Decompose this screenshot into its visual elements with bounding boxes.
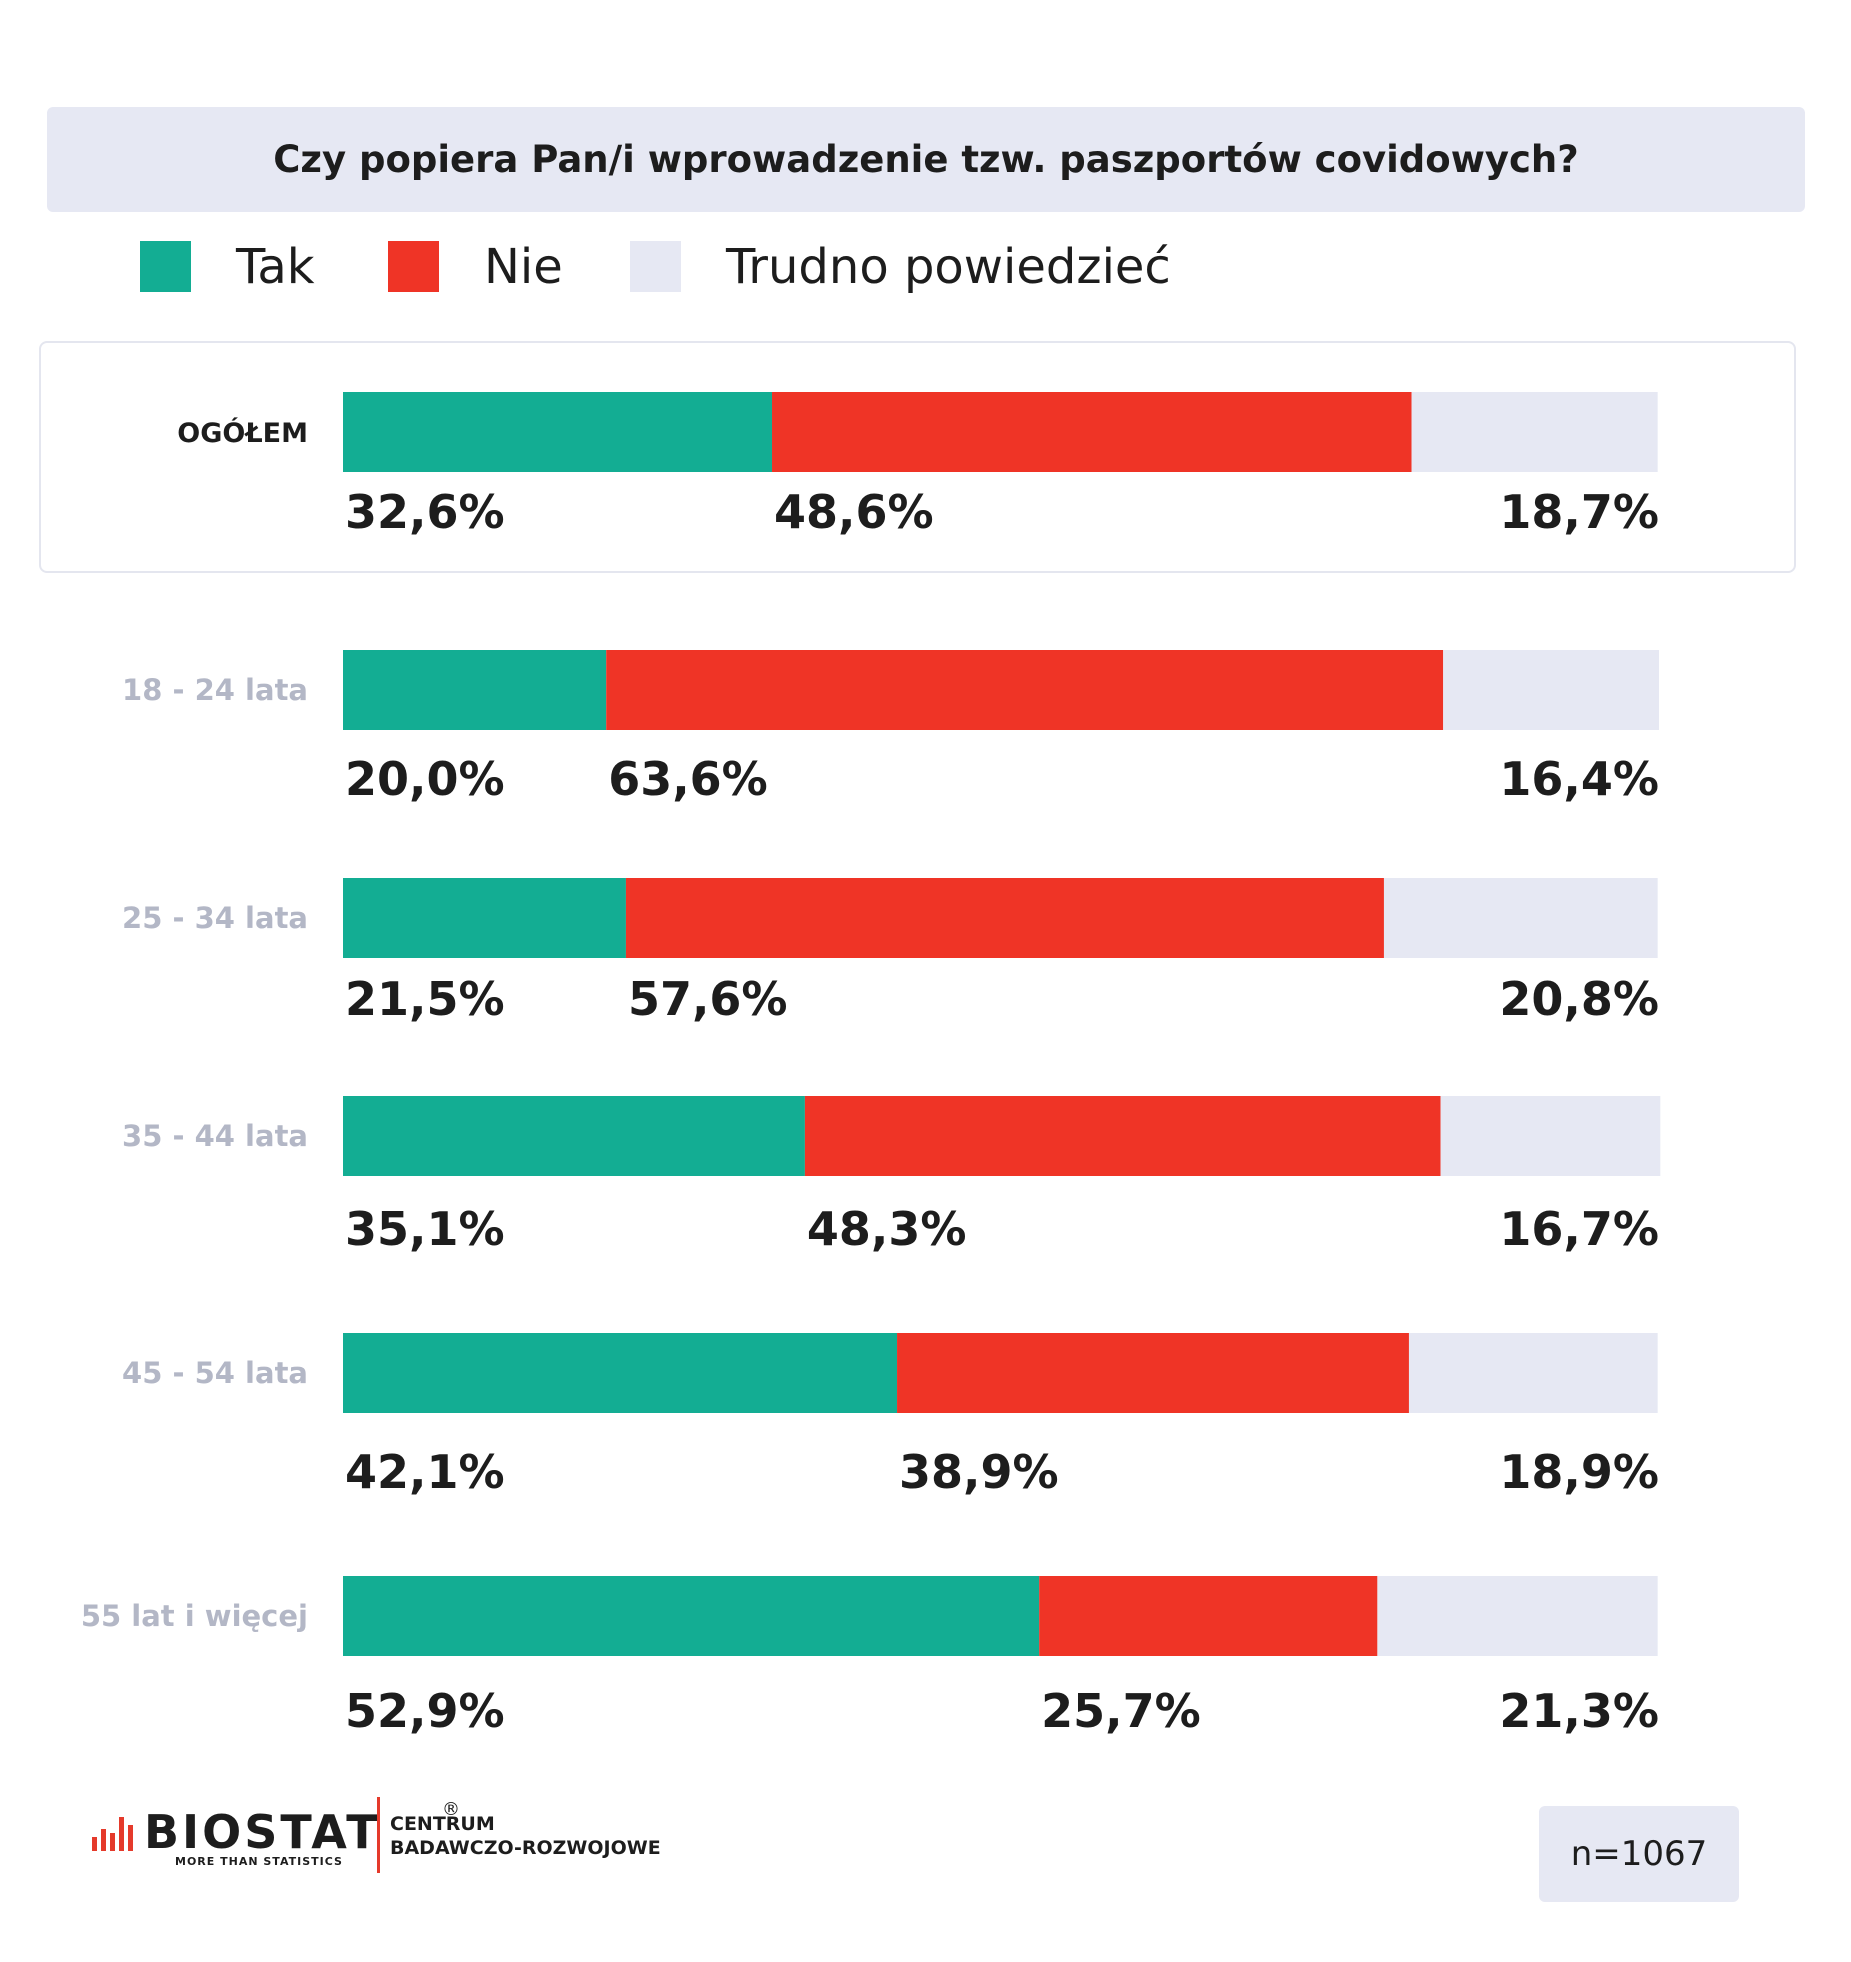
bar-segment-tak — [343, 650, 607, 730]
category-label: 55 lat i więcej — [81, 1599, 308, 1633]
value-label-trudno: 20,8% — [1499, 972, 1659, 1026]
legend-item-tak: Tak — [140, 238, 315, 295]
bar-segment-nie — [772, 392, 1412, 472]
legend-swatch-tak — [140, 241, 191, 292]
logo-divider — [377, 1797, 380, 1873]
legend-item-nie: Nie — [388, 238, 563, 295]
value-label-nie: 25,7% — [1041, 1684, 1201, 1738]
bar-segment-nie — [606, 650, 1444, 730]
legend-item-trudno: Trudno powiedzieć — [630, 238, 1171, 295]
sample-size: n=1067 — [1570, 1834, 1708, 1874]
bar-segment-nie — [625, 878, 1384, 958]
category-label: 35 - 44 lata — [122, 1119, 308, 1153]
category-label: 45 - 54 lata — [122, 1356, 308, 1390]
bar-segment-tak — [343, 1333, 898, 1413]
bar-segment-trudno — [1377, 1576, 1658, 1656]
legend-label-nie: Nie — [484, 238, 563, 295]
value-label-trudno: 18,7% — [1499, 485, 1659, 539]
chart-title-box: Czy popiera Pan/i wprowadzenie tzw. pasz… — [47, 107, 1805, 212]
bar-segment-trudno — [1443, 650, 1659, 730]
value-label-tak: 32,6% — [345, 485, 505, 539]
logo-registered: ® — [442, 1799, 460, 1820]
value-label-nie: 57,6% — [628, 972, 788, 1026]
bar-segment-trudno — [1383, 878, 1658, 958]
chart-bars-icon — [92, 1817, 133, 1851]
value-label-tak: 35,1% — [345, 1202, 505, 1256]
chart-title: Czy popiera Pan/i wprowadzenie tzw. pasz… — [273, 138, 1579, 181]
value-label-nie: 48,6% — [774, 485, 934, 539]
logo-center-line1: CENTRUM — [390, 1813, 495, 1835]
value-label-trudno: 16,4% — [1499, 752, 1659, 806]
bar-segment-tak — [343, 1576, 1040, 1656]
logo-wordmark: BIOSTAT — [144, 1805, 381, 1859]
bar-segment-tak — [343, 1096, 805, 1176]
value-label-tak: 21,5% — [345, 972, 505, 1026]
category-label: 18 - 24 lata — [122, 673, 308, 707]
value-label-tak: 42,1% — [345, 1445, 505, 1499]
legend-swatch-nie — [388, 241, 439, 292]
overall-row-box — [39, 341, 1796, 573]
bar-segment-trudno — [1440, 1096, 1661, 1176]
bar-segment-tak — [343, 392, 773, 472]
value-label-nie: 63,6% — [608, 752, 768, 806]
value-label-tak: 52,9% — [345, 1684, 505, 1738]
value-label-nie: 48,3% — [807, 1202, 967, 1256]
legend-swatch-trudno — [630, 241, 681, 292]
category-label: OGÓŁEM — [177, 417, 308, 449]
value-label-trudno: 21,3% — [1499, 1684, 1659, 1738]
logo-center-line2: BADAWCZO-ROZWOJOWE — [390, 1837, 661, 1859]
bar-segment-nie — [1039, 1576, 1378, 1656]
legend-label-trudno: Trudno powiedzieć — [726, 238, 1171, 295]
bar-segment-tak — [343, 878, 626, 958]
legend-label-tak: Tak — [236, 238, 315, 295]
logo-tagline: MORE THAN STATISTICS — [175, 1855, 343, 1868]
value-label-nie: 38,9% — [899, 1445, 1059, 1499]
bar-segment-nie — [897, 1333, 1409, 1413]
value-label-tak: 20,0% — [345, 752, 505, 806]
bar-segment-trudno — [1411, 392, 1658, 472]
value-label-trudno: 16,7% — [1499, 1202, 1659, 1256]
bar-segment-trudno — [1408, 1333, 1658, 1413]
value-label-trudno: 18,9% — [1499, 1445, 1659, 1499]
bar-segment-nie — [804, 1096, 1441, 1176]
sample-size-box: n=1067 — [1539, 1806, 1739, 1902]
category-label: 25 - 34 lata — [122, 901, 308, 935]
